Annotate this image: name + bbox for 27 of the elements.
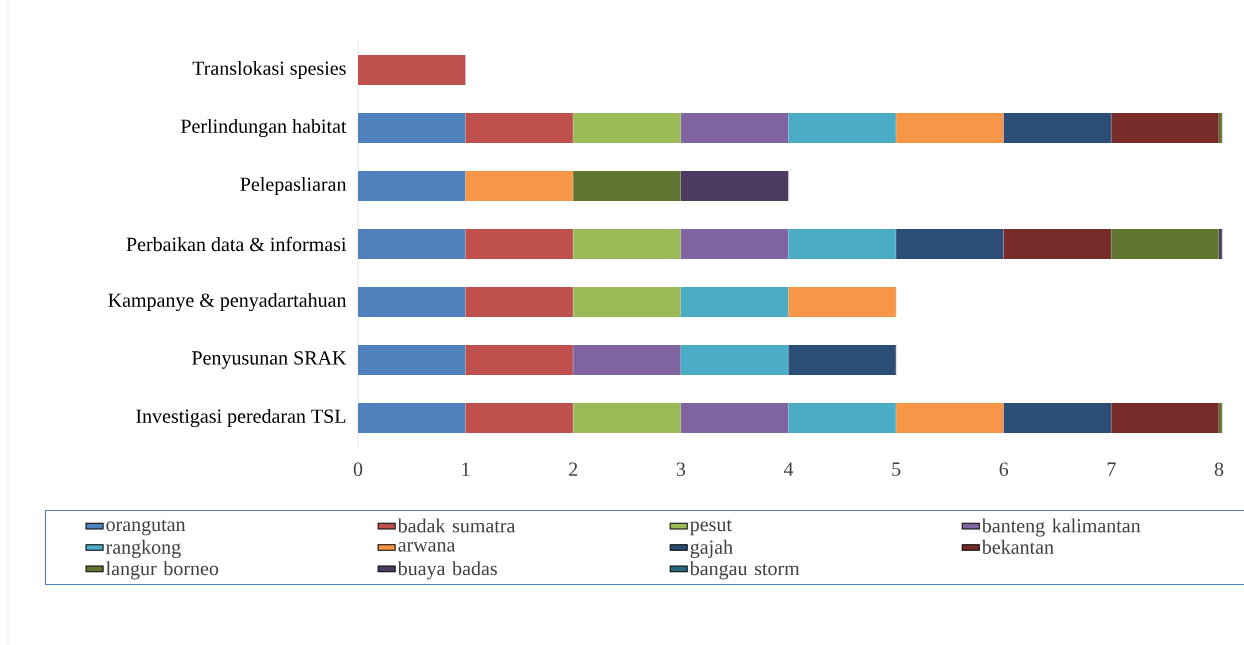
legend-label: bekantan bbox=[981, 539, 1054, 554]
legend-label: langur borneo bbox=[106, 561, 219, 580]
legend-label: banteng kalimantan bbox=[981, 518, 1141, 537]
x-tick-label: 4 bbox=[783, 462, 794, 476]
x-tick-label: 0 bbox=[353, 462, 363, 477]
legend-label: bangau storm bbox=[689, 561, 800, 580]
y-tick-label: Translokasi spesies bbox=[192, 60, 346, 80]
x-tick-label: 1 bbox=[462, 462, 470, 476]
x-tick-label: 8 bbox=[1214, 462, 1224, 477]
legend-label: orangutan bbox=[106, 519, 186, 536]
x-tick-label: 6 bbox=[999, 462, 1009, 476]
legend-label: rangkong bbox=[106, 539, 181, 558]
legend-label: gajah bbox=[690, 539, 733, 558]
x-tick-label: 2 bbox=[569, 462, 578, 476]
legend-label: arwana bbox=[398, 542, 456, 552]
y-tick-label: Kampanye & penyadartahuan bbox=[108, 292, 347, 312]
x-tick-label: 7 bbox=[1107, 462, 1116, 476]
y-tick-label: Penyusunan SRAK bbox=[192, 351, 347, 369]
x-tick-label: 3 bbox=[676, 462, 686, 476]
y-tick-label: Pelepasliaran bbox=[240, 176, 347, 196]
y-tick-label: Investigasi peredaran TSL bbox=[136, 408, 346, 428]
y-tick-label: Perlindungan habitat bbox=[180, 118, 347, 138]
y-tick-label: Perbaikan data & informasi bbox=[126, 236, 347, 252]
x-tick-label: 5 bbox=[892, 462, 901, 476]
legend-label: badak sumatra bbox=[397, 518, 516, 533]
legend-label: pesut bbox=[690, 519, 732, 536]
legend-label: buaya badas bbox=[397, 561, 497, 580]
